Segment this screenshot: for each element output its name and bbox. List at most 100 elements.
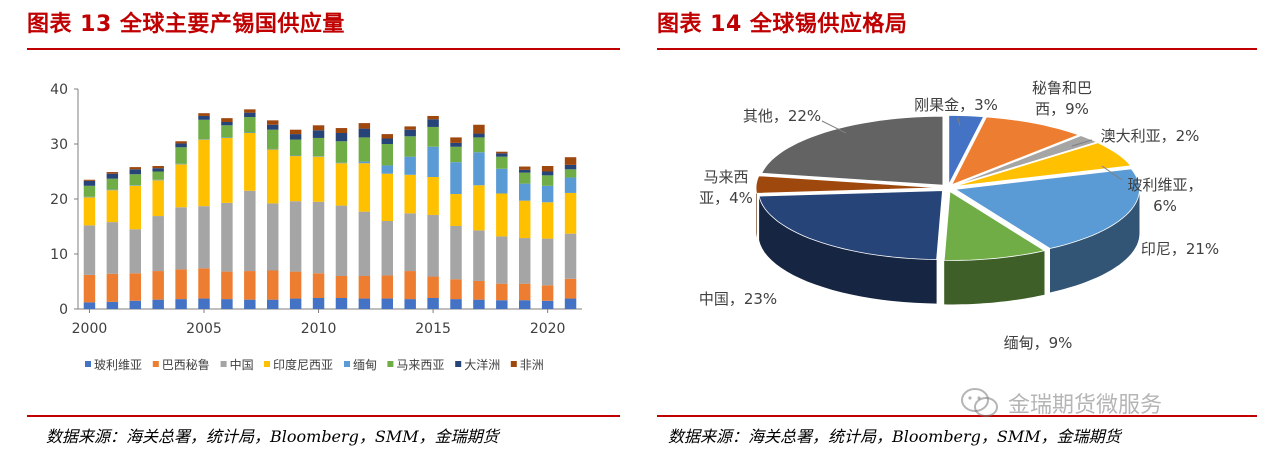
bar-segment	[221, 125, 233, 138]
bar-segment	[312, 130, 325, 138]
bar-segment	[519, 283, 531, 301]
legend-label: 大洋洲	[464, 357, 500, 372]
watermark: 金瑞期货微服务	[960, 386, 1162, 420]
bar-segment	[404, 213, 416, 272]
bar-segment	[267, 148, 279, 150]
bar-segment	[152, 168, 164, 172]
bar-segment	[473, 133, 485, 138]
bar-segment	[175, 164, 187, 208]
legend-label: 巴西秘鲁	[162, 358, 210, 372]
x-tick-label: 2000	[72, 321, 108, 337]
source-rule	[27, 415, 620, 417]
bar-segment	[564, 157, 577, 165]
bar-segment	[267, 270, 279, 300]
bar-segment	[129, 185, 141, 230]
bar-segment	[198, 206, 210, 269]
bar-segment	[83, 179, 96, 181]
bar-segment	[381, 134, 393, 139]
bar-segment	[381, 138, 393, 144]
bar-segment	[358, 161, 371, 164]
bar-segment	[335, 298, 348, 309]
bar-segment	[450, 299, 462, 309]
bar-segment	[496, 236, 508, 284]
bar-segment	[221, 299, 233, 309]
bar-segment	[519, 172, 531, 184]
bar-segment	[83, 274, 96, 303]
pie-label: 玻利维亚，	[1127, 176, 1202, 194]
bar-segment	[335, 163, 348, 206]
bar-segment	[198, 115, 210, 120]
bar-segment	[450, 137, 462, 143]
bar-segment	[473, 230, 485, 281]
leader-line	[1071, 139, 1093, 147]
bar-segment	[427, 115, 439, 120]
pie-slice	[758, 190, 943, 261]
bar-segment	[541, 238, 554, 286]
bar-segment	[244, 109, 256, 113]
bar-segment	[244, 190, 256, 272]
bar-segment	[289, 129, 302, 135]
bar-segment	[152, 180, 164, 217]
pie-slice	[761, 115, 944, 186]
bar-segment	[335, 128, 348, 133]
bar-segment	[106, 172, 119, 174]
bar-segment	[152, 171, 164, 180]
bar-segment	[289, 139, 302, 156]
x-tick-label: 2020	[530, 321, 566, 337]
bar-segment	[244, 133, 256, 191]
bar-segment	[198, 268, 210, 299]
bar-segment	[221, 122, 233, 126]
bar-segment	[83, 196, 96, 198]
title-rule	[27, 48, 620, 50]
bar-segment	[564, 164, 577, 170]
bar-segment	[381, 275, 393, 299]
legend-swatch	[85, 361, 91, 367]
pie-slice-side	[756, 187, 757, 238]
bar-segment	[289, 201, 302, 272]
bar-segment	[152, 271, 164, 300]
bar-segment	[427, 214, 439, 277]
pie-slice	[755, 175, 941, 194]
bar-segment	[473, 152, 485, 186]
bar-segment	[496, 300, 508, 309]
bar-segment	[221, 118, 233, 122]
legend-swatch	[220, 361, 227, 367]
bar-segment	[358, 128, 371, 138]
chart14-title: 图表 14 全球锡供应格局	[657, 12, 908, 37]
bar-segment	[564, 298, 577, 309]
bar-segment	[496, 168, 508, 194]
legend-label: 非洲	[520, 358, 544, 372]
legend-label: 缅甸	[353, 358, 377, 372]
x-tick-label: 2010	[301, 321, 337, 337]
legend-swatch	[152, 361, 159, 367]
bar-segment	[541, 171, 554, 176]
bar-segment	[541, 300, 554, 309]
bar-segment	[198, 139, 210, 140]
bar-segment	[519, 200, 531, 239]
bar-segment	[427, 276, 439, 298]
wechat-icon	[961, 388, 998, 417]
bar-segment	[198, 119, 210, 140]
bar-segment	[473, 299, 485, 309]
bar-segment	[175, 163, 187, 165]
bar-segment	[335, 205, 348, 276]
bar-segment	[221, 137, 233, 138]
chart13-source: 数据来源：海关总署，统计局，Bloomberg，SMM，金瑞期货	[46, 427, 499, 446]
bar-segment	[564, 278, 577, 299]
bar-segment	[519, 166, 531, 170]
bar-segment	[289, 271, 302, 299]
pie-label: 缅甸，9%	[1004, 334, 1073, 352]
bar-segment	[83, 302, 96, 309]
bar-segment	[404, 129, 416, 137]
bar-segment	[312, 156, 325, 157]
bar-segment	[244, 271, 256, 300]
bar-segment	[175, 141, 187, 144]
stacked-bar-chart: 0 10 20 30 40 2000 2005 2010 2015 2020 玻利维亚 巴西秘鲁 中国 印…	[50, 82, 582, 372]
y-tick-label: 10	[50, 247, 68, 263]
bar-segment	[381, 298, 393, 309]
bar-segment	[541, 185, 554, 203]
bar-segment	[106, 190, 119, 223]
bar-segment	[83, 185, 96, 197]
bar-segment	[450, 146, 462, 163]
